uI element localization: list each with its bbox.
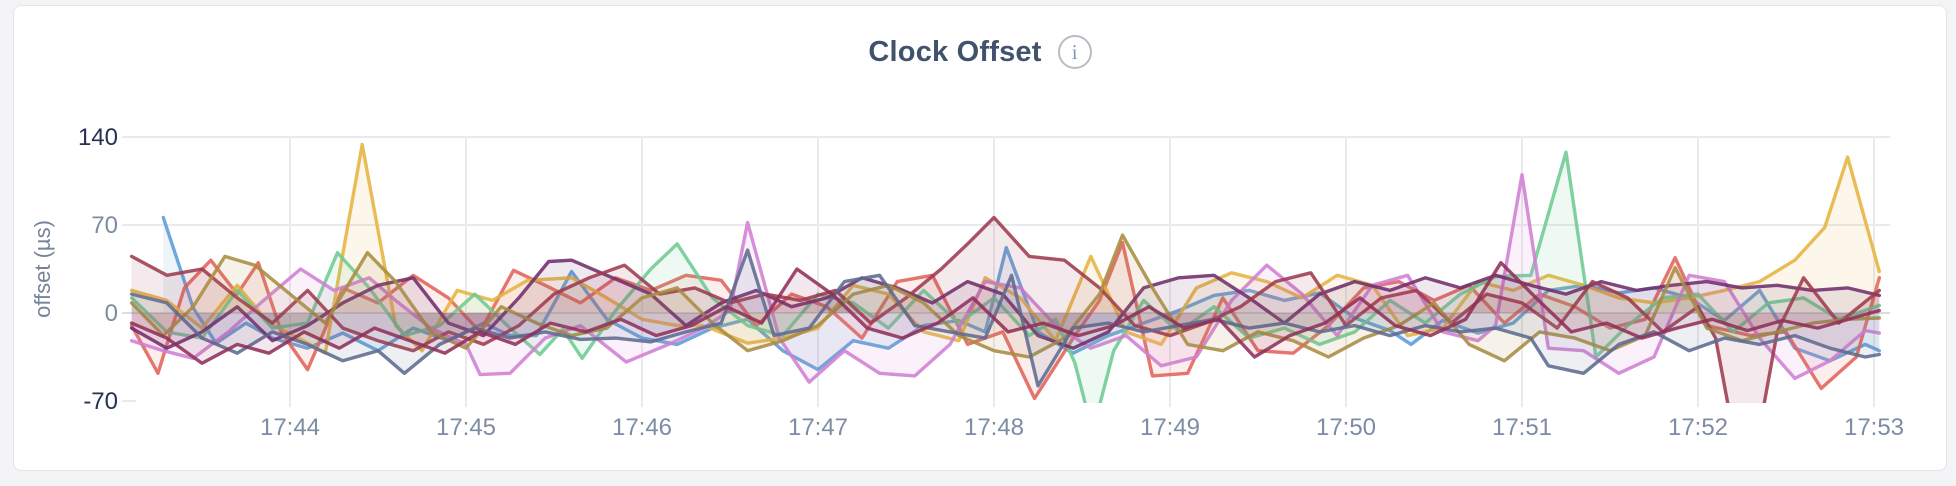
series-area-series-1-blue <box>163 217 1880 370</box>
x-tick-label: 17:48 <box>964 414 1024 441</box>
series-line-series-10-wine <box>129 261 1881 365</box>
y-tick-label: 0 <box>105 300 118 327</box>
series-area-series-6-purple <box>131 260 1880 349</box>
series-area-series-9-slate <box>131 250 1880 386</box>
x-tick-label: 17:51 <box>1492 414 1552 441</box>
chart-header: Clock Offset i <box>13 30 1947 74</box>
y-axis-title: offset (µs) <box>30 220 55 318</box>
info-icon-letter: i <box>1071 39 1078 64</box>
series-area-series-8-olive <box>131 235 1880 361</box>
y-tick-label: 140 <box>78 124 118 151</box>
x-tick-label: 17:52 <box>1668 414 1728 441</box>
series-area-series-7-maroon <box>131 217 1880 403</box>
y-tick-label: -70 <box>83 388 118 415</box>
x-tick-label: 17:50 <box>1316 414 1376 441</box>
info-icon[interactable]: i <box>1057 35 1092 69</box>
series-line-series-4-green <box>129 150 1881 403</box>
x-tick-label: 17:53 <box>1844 414 1904 441</box>
series-area-series-4-green <box>131 152 1880 403</box>
x-tick-label: 17:44 <box>260 414 320 441</box>
series-area-series-3-gold <box>131 144 1880 354</box>
x-tick-label: 17:46 <box>612 414 672 441</box>
chart-card <box>13 5 1947 471</box>
series-area-series-2-salmon <box>131 242 1880 399</box>
series-area-series-10-wine <box>131 262 1880 364</box>
y-tick-label: 70 <box>91 212 118 239</box>
series-line-series-3-gold <box>129 142 1881 355</box>
chart-title: Clock Offset <box>868 35 1042 68</box>
x-tick-label: 17:49 <box>1140 414 1200 441</box>
series-group <box>129 142 1881 403</box>
x-tick-label: 17:45 <box>436 414 496 441</box>
series-line-series-8-olive <box>129 233 1881 363</box>
series-line-series-9-slate <box>129 248 1881 388</box>
x-tick-label: 17:47 <box>788 414 848 441</box>
series-line-series-7-maroon <box>129 215 1881 403</box>
